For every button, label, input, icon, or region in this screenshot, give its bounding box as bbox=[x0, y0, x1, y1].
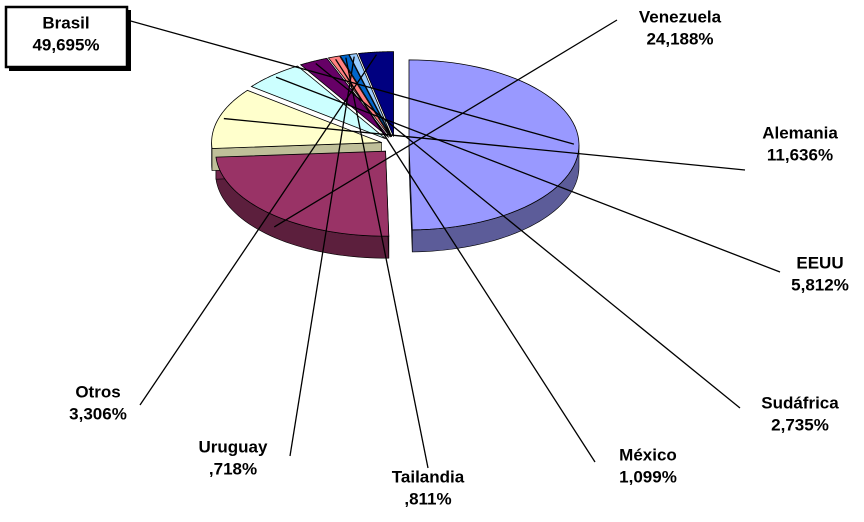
labels: Brasil 49,695% Venezuela 24,188% Alemania 11,… bbox=[32, 7, 848, 508]
category-label: Sudáfrica bbox=[761, 393, 839, 412]
slice bbox=[211, 89, 382, 149]
label-box-shadow bbox=[9, 67, 131, 71]
category-label: Otros bbox=[75, 382, 120, 401]
category-label: Brasil bbox=[42, 13, 89, 32]
value-label: 49,695% bbox=[32, 35, 99, 54]
value-label: 2,735% bbox=[771, 415, 829, 434]
slice bbox=[215, 150, 390, 237]
leader-line bbox=[223, 117, 746, 171]
leader-line bbox=[345, 57, 429, 469]
leader-line bbox=[273, 19, 618, 228]
value-label: 11,636% bbox=[767, 145, 833, 164]
leader-line bbox=[335, 58, 596, 463]
category-label: México bbox=[619, 445, 677, 464]
label-box bbox=[4, 5, 129, 69]
label-box-shadow bbox=[127, 10, 131, 70]
leader-line bbox=[315, 63, 741, 409]
leader-line bbox=[275, 76, 781, 273]
value-label: 24,188% bbox=[646, 29, 713, 48]
value-label: 3,306% bbox=[69, 404, 127, 423]
slice-tops bbox=[211, 51, 580, 237]
category-label: Uruguay bbox=[199, 437, 269, 456]
leader-line bbox=[289, 56, 355, 457]
slice bbox=[250, 65, 386, 140]
slice bbox=[357, 51, 394, 137]
category-label: Venezuela bbox=[639, 7, 722, 26]
category-label: Tailandia bbox=[392, 467, 465, 486]
category-label: EEUU bbox=[796, 253, 843, 272]
category-label: Alemania bbox=[762, 123, 838, 142]
value-label: 1,099% bbox=[619, 467, 677, 486]
value-label: ,811% bbox=[404, 489, 451, 508]
leader-line bbox=[139, 54, 377, 406]
value-label: ,718% bbox=[209, 459, 257, 478]
slice bbox=[299, 57, 390, 138]
value-label: 5,812% bbox=[791, 275, 849, 294]
